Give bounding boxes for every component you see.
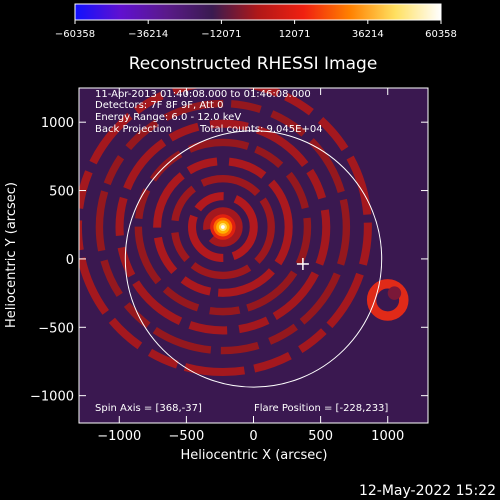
colorbar	[74, 3, 442, 21]
solar-limb-circle	[124, 130, 383, 388]
detectors-text: Detectors: 7F 8F 9F, Att 0	[95, 100, 223, 111]
axis-ticks: −1000 −500 0 500 1000 −1000 −500 0 500 1000	[30, 88, 428, 444]
heatmap-ring	[134, 138, 312, 316]
heatmap-blob	[366, 279, 409, 321]
total-counts-text: Total counts: 9.045E+04	[199, 124, 323, 135]
colorbar-tick-label: −60358	[55, 29, 95, 40]
chart-title: Reconstructed RHESSI Image	[129, 54, 378, 74]
y-tick-label: −1000	[30, 390, 74, 405]
x-tick-label: 500	[308, 429, 333, 444]
heatmap-ring	[115, 119, 331, 335]
plot-area	[79, 88, 428, 423]
colorbar-tick-label: 12071	[279, 29, 311, 40]
x-tick-label: −1000	[97, 429, 141, 444]
y-tick-label: 500	[49, 185, 74, 200]
spin-axis-marker	[296, 257, 309, 270]
flare-source	[221, 225, 225, 229]
heatmap-ring	[203, 207, 243, 247]
flare-position-text: Flare Position = [-228,233]	[254, 403, 388, 414]
heatmap-blob	[387, 286, 402, 300]
y-tick-label: 1000	[41, 116, 74, 131]
x-tick-label: 1000	[371, 429, 404, 444]
colorbar-tick-label: 36214	[352, 29, 384, 40]
heatmap-ring	[170, 175, 275, 280]
heatmap-ring	[187, 192, 258, 262]
x-axis-label: Heliocentric X (arcsec)	[181, 448, 328, 463]
heatmap-ring	[153, 157, 293, 297]
y-axis-label: Heliocentric Y (arcsec)	[4, 182, 19, 328]
annotation-block: 11-Apr-2013 01:40:08.000 to 01:46:08.000…	[95, 89, 388, 414]
method-text: Back Projection	[95, 124, 172, 135]
colorbar-ticks: −60358 −36214 −12071 12071 36214 60358	[55, 20, 457, 40]
colorbar-tick-label: 60358	[425, 29, 457, 40]
spin-axis-text: Spin Axis = [368,-37]	[95, 403, 202, 414]
energy-range-text: Energy Range: 6.0 - 12.0 keV	[95, 112, 241, 123]
heatmap-ring	[95, 99, 351, 355]
y-tick-label: 0	[66, 253, 74, 268]
time-range-text: 11-Apr-2013 01:40:08.000 to 01:46:08.000	[95, 89, 311, 100]
colorbar-tick-label: −36214	[128, 29, 168, 40]
x-tick-label: −500	[169, 429, 205, 444]
footer-date: 12-May-2022 15:22	[359, 483, 496, 499]
x-tick-label: 0	[249, 429, 257, 444]
heatmap-image	[79, 88, 409, 377]
heatmap-ring	[79, 88, 372, 377]
colorbar-tick-label: −12071	[201, 29, 241, 40]
y-tick-label: −500	[38, 321, 74, 336]
